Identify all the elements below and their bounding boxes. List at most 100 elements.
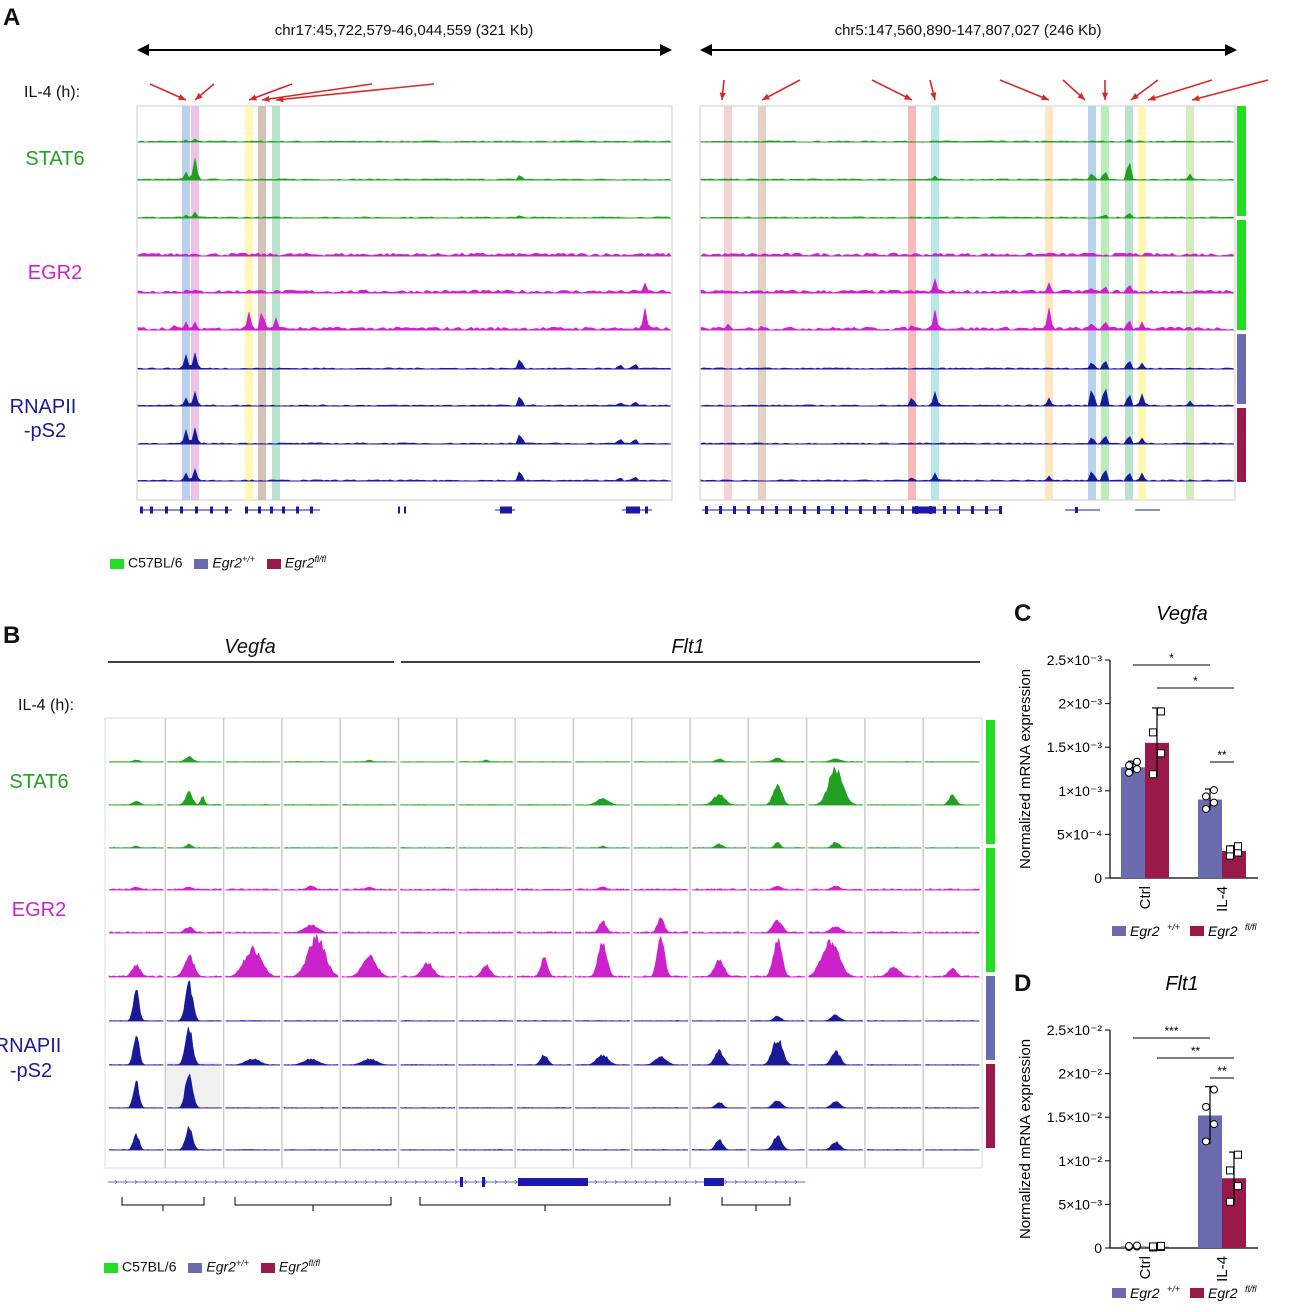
right-highlight-band (1186, 106, 1194, 500)
chart-d-point (1210, 1085, 1218, 1094)
left-signal-track (137, 352, 672, 370)
chart-c-point (1125, 761, 1133, 770)
left-highlight-band (182, 106, 190, 500)
left-signal-track (137, 157, 672, 181)
left-site-arrow-head (276, 96, 284, 103)
panel-c-letter: C (1014, 600, 1032, 627)
right-signal-track (700, 388, 1235, 407)
chart-c-sig-label: * (1193, 674, 1198, 688)
left-signal-track (137, 390, 672, 407)
strand-chevron (434, 1179, 438, 1185)
exon (645, 506, 648, 514)
signal-track (866, 966, 922, 978)
chart-c-legend-fl-swatch (1190, 926, 1204, 936)
chart-c-point (1149, 770, 1157, 779)
strand-chevron (154, 1179, 158, 1185)
exon (803, 506, 806, 514)
chart-d-point (1125, 1241, 1133, 1250)
exon (912, 506, 936, 514)
exon (180, 506, 183, 514)
right-signal-track (700, 162, 1235, 181)
exon (140, 506, 143, 514)
chart-d-point (1234, 1182, 1242, 1191)
bracket-gm35541 (721, 1197, 791, 1206)
right-site-arrow (871, 79, 913, 101)
panel-b-group-flt1: Flt1 (671, 636, 705, 658)
right-site-arrow-head (1101, 92, 1109, 100)
right-highlight-band (931, 106, 939, 500)
left-signal-track (137, 468, 672, 482)
chart-c-sig-label: * (1169, 651, 1174, 665)
chart-c-tick-label: 1.5×10⁻³ (1047, 739, 1103, 755)
left-highlight-band (191, 106, 199, 500)
right-highlight-band (1138, 106, 1146, 500)
strand-chevron (724, 1179, 728, 1185)
right-highlight-band (908, 106, 916, 500)
exon (873, 506, 876, 514)
right-site-arrow (1191, 79, 1269, 101)
strand-chevron (164, 1179, 168, 1185)
strand-chevron (214, 1179, 218, 1185)
chart-c-category-label: Ctrl (1137, 886, 1154, 909)
legend-wt-label: Egr2 (212, 554, 242, 571)
strand-chevron (364, 1179, 368, 1185)
signal-track (283, 885, 339, 891)
chart-c-point (1210, 786, 1218, 795)
chart-c-bar (1198, 799, 1222, 878)
strand-chevron (344, 1179, 348, 1185)
right-highlight-band (758, 106, 766, 500)
signal-track (575, 886, 631, 891)
bracket-xr (234, 1197, 392, 1206)
chart-c-legend-wt-label: Egr2 (1130, 923, 1160, 939)
exon (943, 506, 946, 514)
right-site-arrow-head (1077, 92, 1085, 100)
right-region-arrow-head-left (700, 44, 712, 56)
signal-track (808, 765, 864, 806)
strand-chevron (334, 1179, 338, 1185)
panel-d-letter: D (1014, 970, 1032, 997)
legend-c57-swatch (110, 558, 124, 569)
strand-chevron (674, 1179, 678, 1185)
strand-chevron (754, 1179, 758, 1185)
exon (789, 506, 792, 514)
chart-d-legend-wt-sup: +/+ (1167, 1284, 1180, 1294)
signal-track (167, 926, 222, 934)
panel-a-right-region: chr5:147,560,890-147,807,027 (246 Kb) (834, 22, 1102, 39)
chart-d-point (1226, 1166, 1234, 1175)
chart-c: Vegfa Normalized mRNA expression 0 5×10⁻⁴ 1×… (1017, 603, 1258, 939)
exon (957, 506, 960, 514)
strand-chevron (244, 1179, 248, 1185)
strand-chevron (624, 1179, 628, 1185)
signal-track (225, 944, 281, 978)
exon (270, 506, 273, 514)
chart-d-legend-fl-sup: fl/fl (1245, 1284, 1258, 1294)
sidebar-c57-stat6 (1237, 106, 1246, 216)
chart-c-point (1202, 804, 1210, 813)
chart-c-tick-label: 2.5×10⁻³ (1047, 652, 1103, 668)
strand-chevron (374, 1179, 378, 1185)
strand-chevron (394, 1179, 398, 1185)
strand-chevron (294, 1179, 298, 1185)
chart-c-tick-label: 1×10⁻³ (1058, 783, 1102, 799)
legend-b-fl-label: Egr2 (278, 1258, 309, 1275)
strand-chevron (484, 1179, 488, 1185)
right-site-arrow-head (1192, 95, 1200, 102)
bracket-f630 (121, 1197, 205, 1206)
legend-wt-swatch (194, 558, 209, 569)
strand-chevron (174, 1179, 178, 1185)
signal-track (691, 1139, 747, 1151)
exon (747, 506, 750, 514)
strand-chevron (454, 1179, 458, 1185)
exon (985, 506, 988, 514)
chart-c-legend-fl-label: Egr2 (1208, 923, 1238, 939)
legend-b-fl-sup: fl/fl (308, 1258, 320, 1268)
strand-chevron (634, 1179, 638, 1185)
chart-c-point (1157, 749, 1165, 758)
chart-c-tick-label: 5×10⁻⁴ (1057, 826, 1102, 842)
left-signal-track (137, 211, 672, 219)
signal-track (516, 956, 572, 978)
right-highlight-band (724, 106, 732, 500)
chart-d-tick-label: 1×10⁻² (1058, 1153, 1102, 1169)
chart-d-legend-wt-swatch (1112, 1288, 1126, 1298)
right-signal-track (700, 436, 1235, 445)
